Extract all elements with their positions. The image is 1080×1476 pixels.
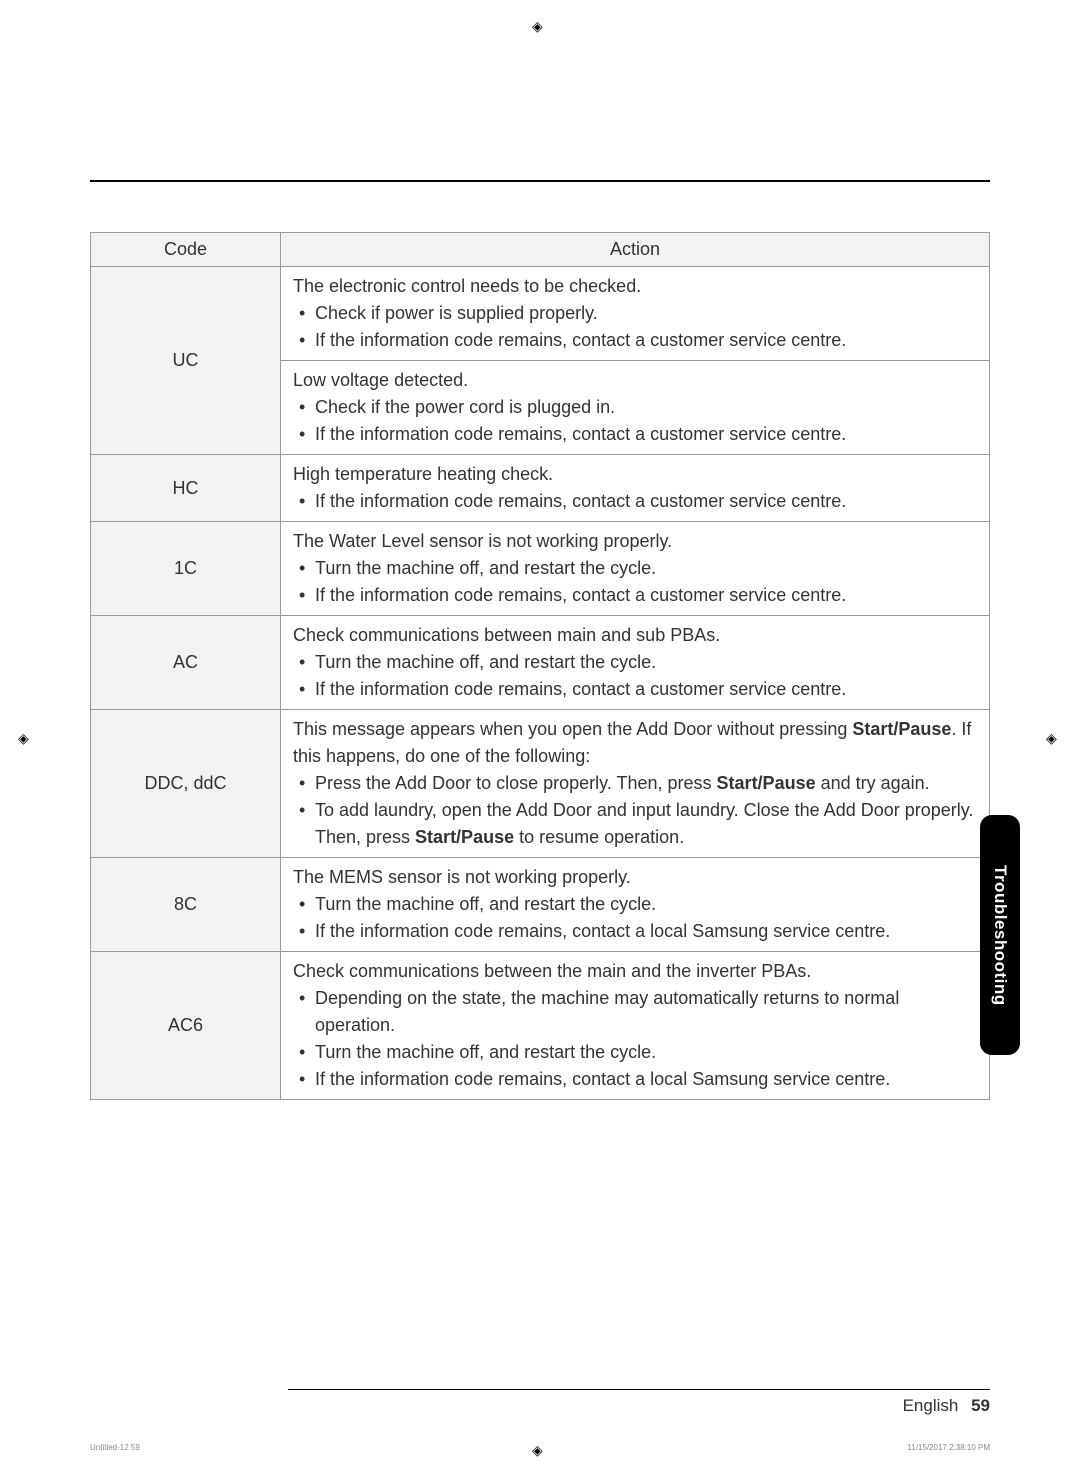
action-cell: The MEMS sensor is not working properly.…: [281, 858, 990, 952]
code-cell: HC: [91, 455, 281, 522]
action-bullet-list: If the information code remains, contact…: [293, 488, 977, 515]
action-bullet: If the information code remains, contact…: [293, 582, 977, 609]
section-tab: Troubleshooting: [980, 815, 1020, 1055]
table-row: AC6 Check communications between the main…: [91, 952, 990, 1100]
print-footer-right: 11/15/2017 2:38:10 PM: [907, 1443, 990, 1452]
top-rule: [90, 180, 990, 182]
action-cell: Check communications between main and su…: [281, 616, 990, 710]
action-cell: Check communications between the main an…: [281, 952, 990, 1100]
action-cell: This message appears when you open the A…: [281, 710, 990, 858]
page-content: Code Action UCThe electronic control nee…: [90, 50, 990, 1100]
action-bullet: Depending on the state, the machine may …: [293, 985, 977, 1039]
table-row: 8CThe MEMS sensor is not working properl…: [91, 858, 990, 952]
troubleshooting-table: Code Action UCThe electronic control nee…: [90, 232, 990, 1100]
footer-language: English: [903, 1396, 959, 1415]
footer-rule: [288, 1389, 990, 1390]
action-intro: The electronic control needs to be check…: [293, 273, 977, 300]
print-footer-left: Untitled-12 59: [90, 1443, 140, 1452]
action-cell: Low voltage detected.Check if the power …: [281, 361, 990, 455]
action-bullet: Turn the machine off, and restart the cy…: [293, 555, 977, 582]
page-footer: English 59: [90, 1389, 990, 1416]
action-bullet: To add laundry, open the Add Door and in…: [293, 797, 977, 851]
table-row: DDC, ddCThis message appears when you op…: [91, 710, 990, 858]
action-cell: High temperature heating check.If the in…: [281, 455, 990, 522]
action-bullet-list: Turn the machine off, and restart the cy…: [293, 555, 977, 609]
action-intro: High temperature heating check.: [293, 461, 977, 488]
action-bullet: If the information code remains, contact…: [293, 676, 977, 703]
action-bullet: If the information code remains, contact…: [293, 327, 977, 354]
code-cell: AC6: [91, 952, 281, 1100]
code-cell: UC: [91, 267, 281, 455]
action-bullet: Check if the power cord is plugged in.: [293, 394, 977, 421]
action-bullet: Check if power is supplied properly.: [293, 300, 977, 327]
action-intro: Low voltage detected.: [293, 367, 977, 394]
action-cell: The electronic control needs to be check…: [281, 267, 990, 361]
footer-text: English 59: [90, 1396, 990, 1416]
table-row: 1C The Water Level sensor is not working …: [91, 522, 990, 616]
table-header-code: Code: [91, 233, 281, 267]
action-bullet: Turn the machine off, and restart the cy…: [293, 891, 977, 918]
action-bullet: Turn the machine off, and restart the cy…: [293, 649, 977, 676]
action-bullet: If the information code remains, contact…: [293, 421, 977, 448]
action-bullet: If the information code remains, contact…: [293, 1066, 977, 1093]
action-intro: Check communications between the main an…: [293, 958, 977, 985]
action-bullet: If the information code remains, contact…: [293, 918, 977, 945]
action-bullet-list: Check if the power cord is plugged in.If…: [293, 394, 977, 448]
action-bullet-list: Depending on the state, the machine may …: [293, 985, 977, 1093]
action-cell: The Water Level sensor is not working pr…: [281, 522, 990, 616]
action-bullet-list: Press the Add Door to close properly. Th…: [293, 770, 977, 851]
footer-page-number: 59: [971, 1396, 990, 1415]
action-intro: This message appears when you open the A…: [293, 716, 977, 770]
registration-mark-bottom-icon: ◈: [532, 1442, 548, 1458]
action-intro: The Water Level sensor is not working pr…: [293, 528, 977, 555]
action-bullet: If the information code remains, contact…: [293, 488, 977, 515]
registration-mark-right-icon: ◈: [1046, 730, 1062, 746]
table-row: HCHigh temperature heating check.If the …: [91, 455, 990, 522]
action-intro: Check communications between main and su…: [293, 622, 977, 649]
action-bullet: Press the Add Door to close properly. Th…: [293, 770, 977, 797]
table-row: UCThe electronic control needs to be che…: [91, 267, 990, 361]
action-bullet-list: Turn the machine off, and restart the cy…: [293, 891, 977, 945]
code-cell: 1C: [91, 522, 281, 616]
registration-mark-top-icon: ◈: [532, 18, 548, 34]
table-header-action: Action: [281, 233, 990, 267]
action-bullet-list: Turn the machine off, and restart the cy…: [293, 649, 977, 703]
registration-mark-left-icon: ◈: [18, 730, 34, 746]
code-cell: 8C: [91, 858, 281, 952]
action-bullet-list: Check if power is supplied properly.If t…: [293, 300, 977, 354]
action-intro: The MEMS sensor is not working properly.: [293, 864, 977, 891]
code-cell: AC: [91, 616, 281, 710]
code-cell: DDC, ddC: [91, 710, 281, 858]
action-bullet: Turn the machine off, and restart the cy…: [293, 1039, 977, 1066]
table-row: AC Check communications between main and …: [91, 616, 990, 710]
